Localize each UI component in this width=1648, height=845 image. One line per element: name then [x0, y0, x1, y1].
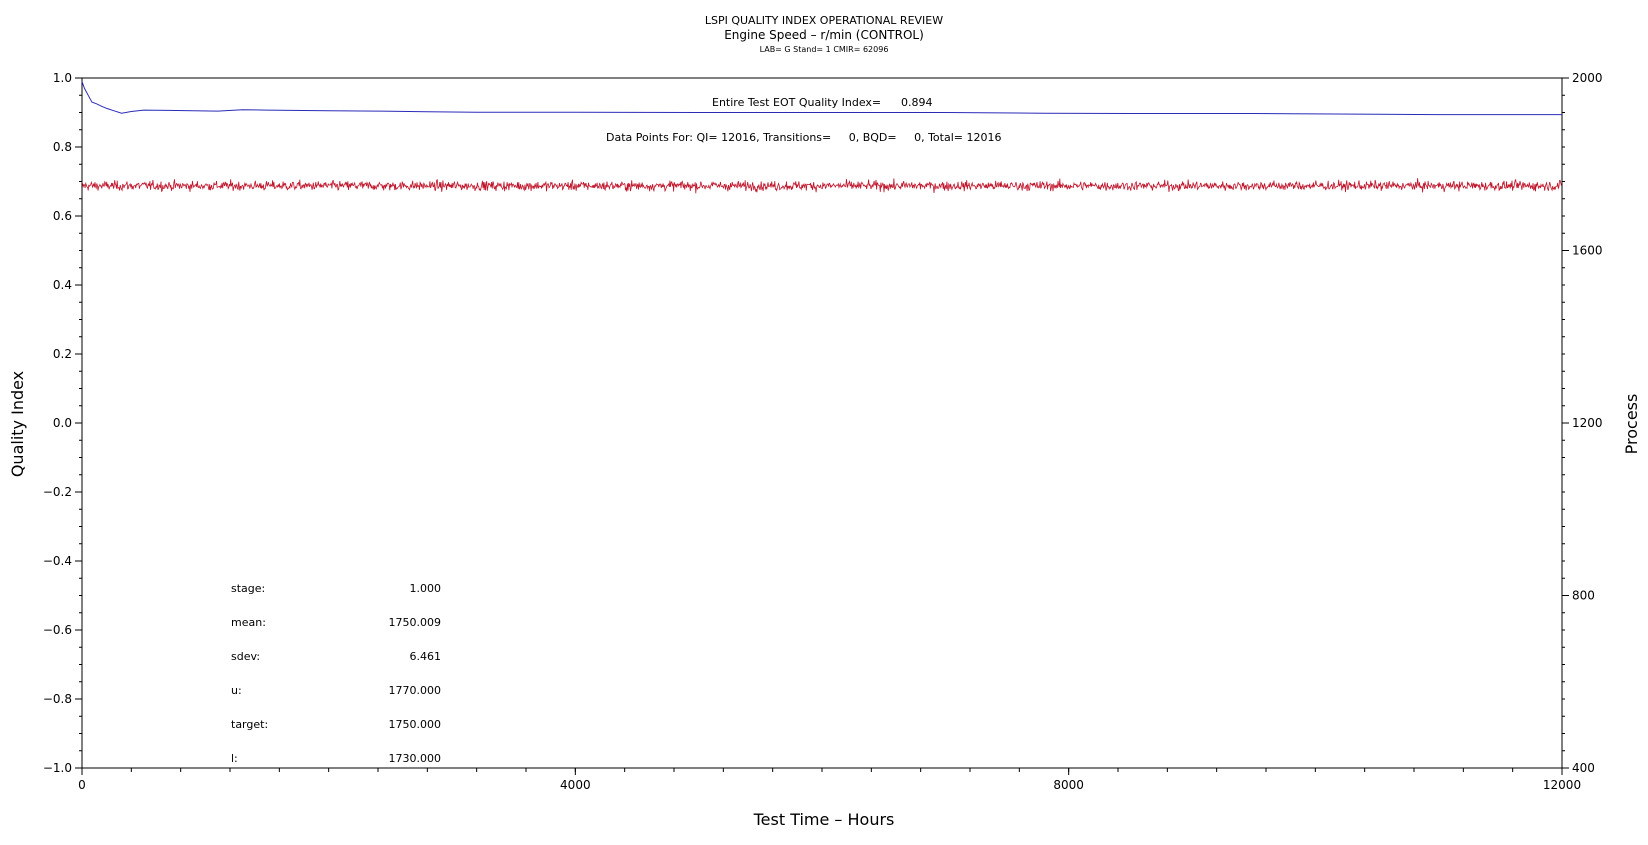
y-right-axis-label: Process: [1622, 394, 1641, 455]
stat-value: 1.000: [410, 582, 442, 595]
y-left-tick-label: −0.6: [43, 623, 72, 637]
y-left-tick-label: 0.4: [53, 278, 72, 292]
stat-value: 1730.000: [389, 752, 442, 765]
chart-title: LSPI QUALITY INDEX OPERATIONAL REVIEW: [705, 14, 943, 27]
y-left-tick-label: 0.0: [53, 416, 72, 430]
y-right-tick-label: 1200: [1572, 416, 1603, 430]
y-left-tick-label: −0.4: [43, 554, 72, 568]
qi-annotation-value: 0.894: [901, 96, 933, 109]
y-left-tick-label: 1.0: [53, 71, 72, 85]
series-process: [81, 178, 1563, 194]
process-line: [81, 178, 1563, 194]
y-left-tick-label: −0.8: [43, 692, 72, 706]
stat-value: 6.461: [410, 650, 442, 663]
y-left-tick-label: 0.8: [53, 140, 72, 154]
qi-annotation-label: Entire Test EOT Quality Index=: [712, 96, 881, 109]
minor-ticks: [79, 77, 1565, 772]
x-tick-label: 12000: [1543, 778, 1581, 792]
stat-value: 1770.000: [389, 684, 442, 697]
y-right-tick-label: 1600: [1572, 244, 1603, 258]
x-tick-label: 0: [78, 778, 86, 792]
x-axis-ticks: 0 4000 8000 12000: [78, 768, 1581, 792]
plot-frame: [81, 77, 1563, 769]
y-left-axis-label: Quality Index: [8, 371, 27, 477]
stat-label: mean:: [231, 616, 266, 629]
stats-block: stage: 1.000 mean: 1750.009 sdev: 6.461 u: 1770…: [231, 582, 441, 765]
y-left-tick-label: −1.0: [43, 761, 72, 775]
x-tick-label: 4000: [560, 778, 591, 792]
stat-value: 1750.009: [389, 616, 442, 629]
stat-label: target:: [231, 718, 268, 731]
stat-label: l:: [231, 752, 238, 765]
stat-label: sdev:: [231, 650, 260, 663]
data-points-annotation: Data Points For: QI= 12016, Transitions=…: [606, 131, 1001, 144]
series-quality-index: [81, 81, 1562, 116]
y-right-tick-label: 2000: [1572, 71, 1603, 85]
y-left-axis-ticks: 1.0 0.8 0.6 0.4 0.2 0.0 −0.2 −0.4 −0.6 −0.8 −1.0: [43, 71, 82, 775]
x-axis-label: Test Time – Hours: [753, 810, 895, 829]
chart-subtitle-2: LAB= G Stand= 1 CMIR= 62096: [760, 45, 889, 54]
quality-index-line: [81, 81, 1562, 116]
chart-subtitle: Engine Speed – r/min (CONTROL): [724, 28, 924, 42]
x-tick-label: 8000: [1053, 778, 1084, 792]
stat-label: u:: [231, 684, 242, 697]
y-left-tick-label: 0.2: [53, 347, 72, 361]
y-right-tick-label: 800: [1572, 589, 1595, 603]
stat-value: 1750.000: [389, 718, 442, 731]
stat-label: stage:: [231, 582, 265, 595]
y-left-tick-label: 0.6: [53, 209, 72, 223]
y-right-tick-label: 400: [1572, 761, 1595, 775]
y-right-axis-ticks: 2000 1600 1200 800 400: [1562, 71, 1603, 775]
y-left-tick-label: −0.2: [43, 485, 72, 499]
